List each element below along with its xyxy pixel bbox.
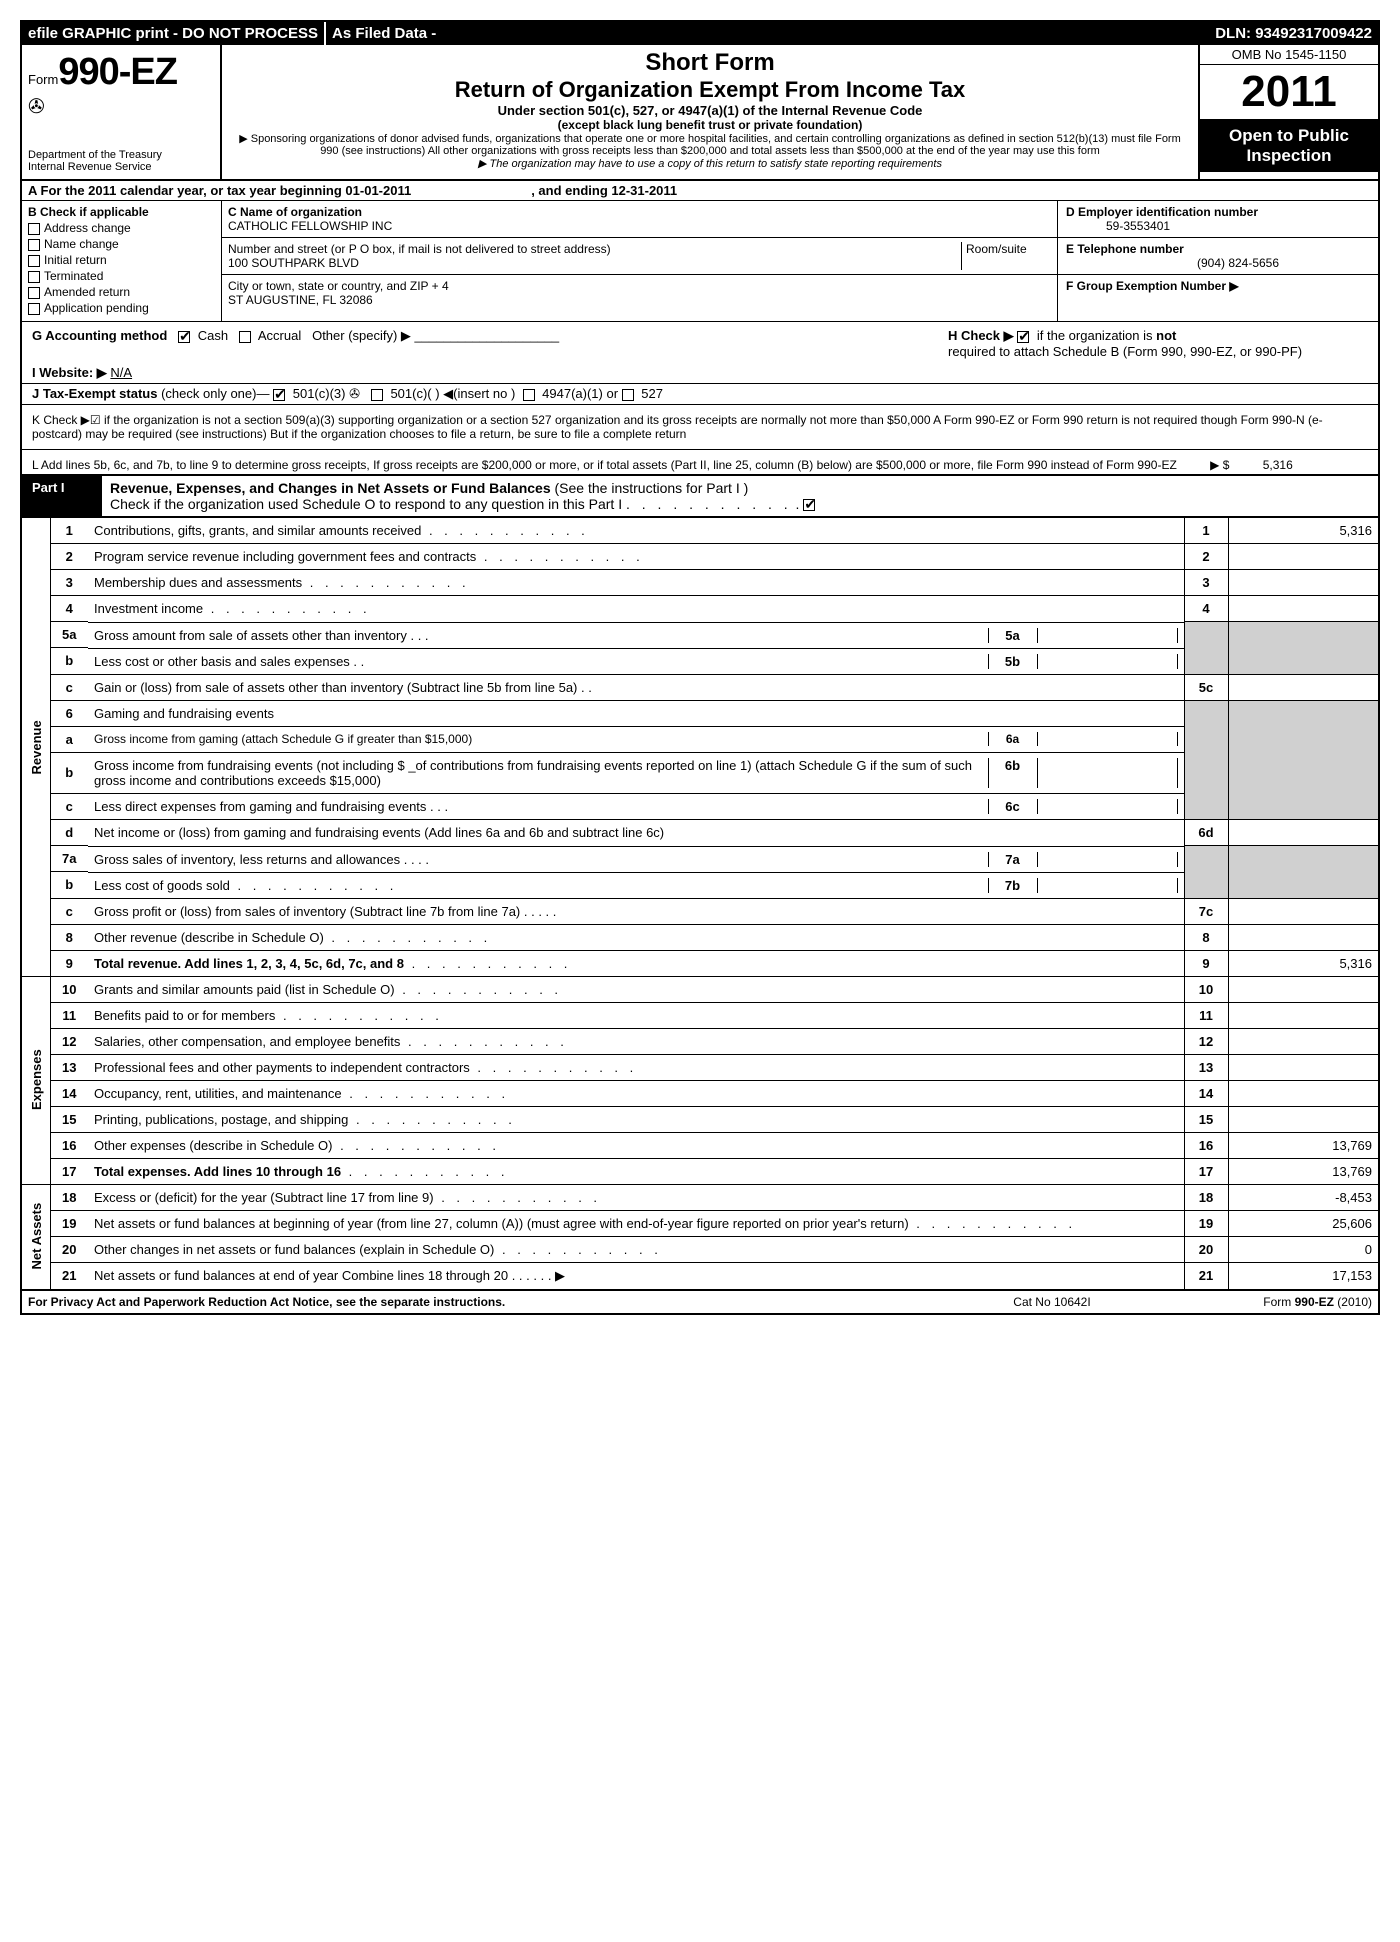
line9-val: 5,316 [1228,950,1378,976]
chk-accrual[interactable] [239,331,251,343]
open-to-public: Open to Public Inspection [1200,120,1378,172]
chk-name-change[interactable]: Name change [28,237,215,251]
line1-val: 5,316 [1228,518,1378,544]
chk-address-change[interactable]: Address change [28,221,215,235]
org-name: CATHOLIC FELLOWSHIP INC [228,219,392,233]
footer: For Privacy Act and Paperwork Reduction … [22,1289,1378,1313]
dept-irs: Internal Revenue Service [28,161,214,173]
row-k: K Check ▶☑ if the organization is not a … [22,405,1378,450]
line20-val: 0 [1228,1236,1378,1262]
org-street: 100 SOUTHPARK BLVD [228,256,359,270]
return-title: Return of Organization Exempt From Incom… [230,77,1190,103]
ein: 59-3553401 [1066,219,1370,233]
row-l: L Add lines 5b, 6c, and 7b, to line 9 to… [22,450,1378,474]
chk-4947[interactable] [523,389,535,401]
part1-header: Part I Revenue, Expenses, and Changes in… [22,474,1378,517]
chk-initial-return[interactable]: Initial return [28,253,215,267]
chk-527[interactable] [622,389,634,401]
header-mid: Short Form Return of Organization Exempt… [222,45,1198,179]
form-ref: Form 990-EZ (2010) [1152,1295,1372,1309]
omb-no: OMB No 1545-1150 [1200,45,1378,65]
expenses-label: Expenses [22,976,50,1184]
chk-terminated[interactable]: Terminated [28,269,215,283]
gross-receipts: 5,316 [1263,458,1293,472]
line18-val: -8,453 [1228,1184,1378,1210]
website: N/A [110,365,132,380]
part1-table: Revenue 1 Contributions, gifts, grants, … [22,517,1378,1289]
part1-label: Part I [22,476,102,516]
header: Form990-EZ ✇ Department of the Treasury … [22,45,1378,181]
header-right: OMB No 1545-1150 2011 Open to Public Ins… [1198,45,1378,179]
tax-year: 2011 [1200,65,1378,120]
revenue-label: Revenue [22,518,50,977]
header-left: Form990-EZ ✇ Department of the Treasury … [22,45,222,179]
efile-notice: efile GRAPHIC print - DO NOT PROCESS [22,22,324,45]
chk-schedule-o[interactable] [803,499,815,511]
chk-app-pending[interactable]: Application pending [28,301,215,315]
chk-501c[interactable] [371,389,383,401]
topbar: efile GRAPHIC print - DO NOT PROCESS As … [22,22,1378,45]
chk-h[interactable] [1017,331,1029,343]
line17-val: 13,769 [1228,1158,1378,1184]
phone: (904) 824-5656 [1066,256,1370,270]
line19-val: 25,606 [1228,1210,1378,1236]
row-i: I Website: ▶ N/A [22,365,1378,383]
dln: DLN: 93492317009422 [1209,22,1378,45]
col-b: B Check if applicable Address change Nam… [22,201,222,321]
netassets-label: Net Assets [22,1184,50,1289]
privacy-notice: For Privacy Act and Paperwork Reduction … [28,1295,952,1309]
row-bcdef: B Check if applicable Address change Nam… [22,201,1378,322]
form-number: 990-EZ [58,51,177,93]
row-a: A For the 2011 calendar year, or tax yea… [22,181,1378,201]
chk-amended[interactable]: Amended return [28,285,215,299]
line16-val: 13,769 [1228,1132,1378,1158]
cat-no: Cat No 10642I [952,1295,1152,1309]
org-city: ST AUGUSTINE, FL 32086 [228,293,373,307]
dept-treasury: Department of the Treasury [28,149,214,161]
chk-501c3[interactable] [273,389,285,401]
group-exemption: F Group Exemption Number ▶ [1058,275,1378,297]
short-form-title: Short Form [230,49,1190,77]
chk-cash[interactable] [178,331,190,343]
as-filed: As Filed Data - [324,22,442,45]
row-j: J Tax-Exempt status (check only one)— 50… [22,383,1378,405]
col-c: C Name of organization CATHOLIC FELLOWSH… [222,201,1058,321]
row-gh: G Accounting method Cash Accrual Other (… [22,322,1378,365]
col-def: D Employer identification number 59-3553… [1058,201,1378,321]
form-990ez: efile GRAPHIC print - DO NOT PROCESS As … [20,20,1380,1315]
line21-val: 17,153 [1228,1262,1378,1289]
